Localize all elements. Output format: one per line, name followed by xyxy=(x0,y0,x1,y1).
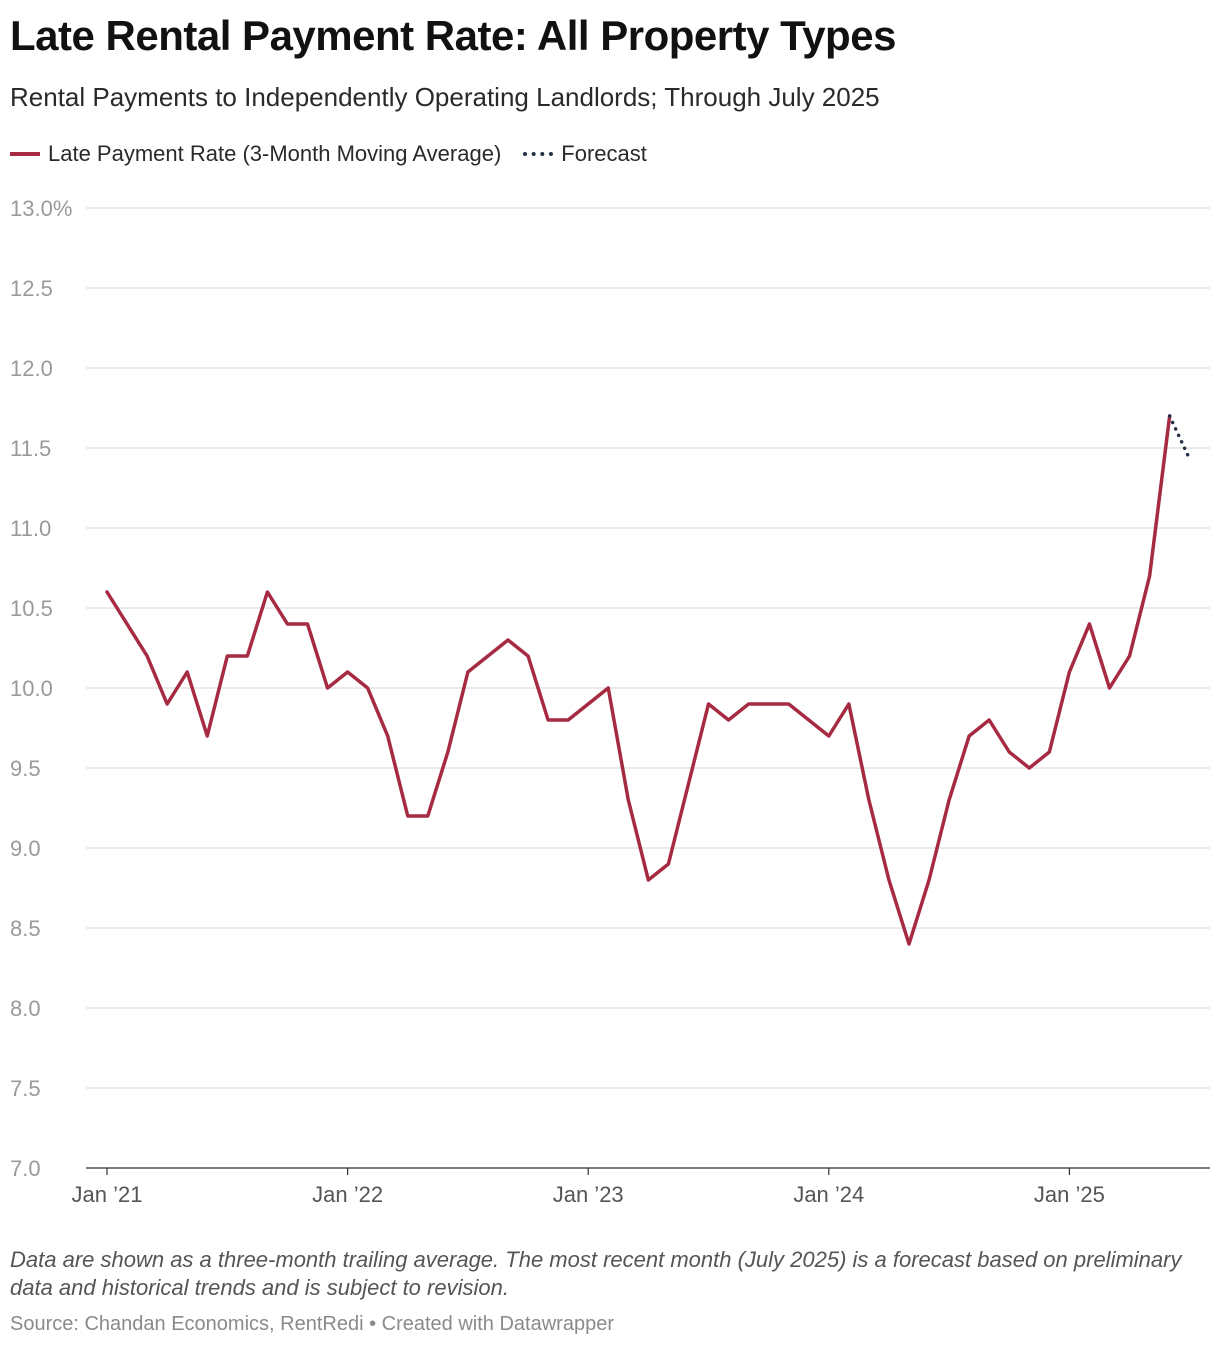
series-line-forecast xyxy=(1167,414,1192,461)
x-tick-label: Jan ’25 xyxy=(1034,1182,1105,1207)
y-tick-label: 11.5 xyxy=(10,436,51,461)
line-chart: 7.0 7.5 8.0 8.5 9.0 9.5 10.0 10.5 11.0 11.5 12.0 12… xyxy=(10,196,1210,1207)
x-tick-label: Jan ’22 xyxy=(312,1182,383,1207)
legend-swatch-solid-line xyxy=(10,152,40,156)
y-tick-label: 12.0 xyxy=(10,356,53,381)
chart-legend: Late Payment Rate (3-Month Moving Averag… xyxy=(10,140,669,168)
chart-source: Source: Chandan Economics, RentRedi • Cr… xyxy=(10,1313,614,1335)
x-tick-label: Jan ’24 xyxy=(793,1182,864,1207)
y-tick-label: 7.0 xyxy=(10,1156,41,1181)
legend-item-late-payment-rate: Late Payment Rate (3-Month Moving Averag… xyxy=(10,141,501,167)
legend-label-late-payment-rate: Late Payment Rate (3-Month Moving Averag… xyxy=(48,141,502,166)
legend-label-forecast: Forecast xyxy=(561,141,647,166)
legend-swatch-dotted-line xyxy=(523,152,554,156)
series-lines xyxy=(105,414,1192,946)
gridlines xyxy=(86,207,1210,1169)
y-tick-label: 11.0 xyxy=(10,516,51,541)
chart-subtitle: Rental Payments to Independently Operati… xyxy=(10,82,880,112)
y-tick-label: 13.0% xyxy=(10,196,72,221)
chart-title: Late Rental Payment Rate: All Property T… xyxy=(10,12,896,59)
y-tick-label: 7.5 xyxy=(10,1076,41,1101)
y-tick-label: 8.5 xyxy=(10,916,41,941)
legend-item-forecast: Forecast xyxy=(523,141,647,167)
y-axis-tick-labels: 7.0 7.5 8.0 8.5 9.0 9.5 10.0 10.5 11.0 11.5 12.0 12… xyxy=(10,196,72,1181)
y-tick-label: 10.5 xyxy=(10,596,53,621)
chart-notes: Data are shown as a three-month trailing… xyxy=(10,1247,1182,1300)
x-tick-label: Jan ’23 xyxy=(553,1182,624,1207)
x-axis: Jan ’21 Jan ’22 Jan ’23 Jan ’24 Jan ’25 xyxy=(72,1168,1105,1207)
series-line-late-payment-rate xyxy=(105,414,1172,946)
y-tick-label: 9.5 xyxy=(10,756,41,781)
y-tick-label: 10.0 xyxy=(10,676,53,701)
x-tick-label: Jan ’21 xyxy=(72,1182,143,1207)
y-tick-label: 12.5 xyxy=(10,276,53,301)
y-tick-label: 8.0 xyxy=(10,996,41,1021)
y-tick-label: 9.0 xyxy=(10,836,41,861)
